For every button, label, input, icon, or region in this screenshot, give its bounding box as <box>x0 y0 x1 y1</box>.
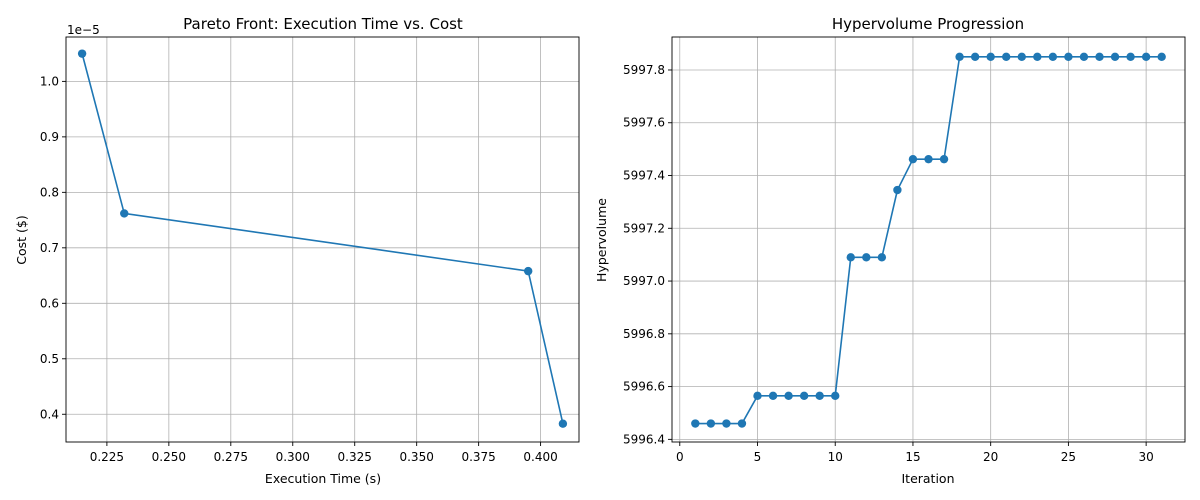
y-tick-label: 5996.4 <box>623 432 665 446</box>
x-axis-label: Iteration <box>901 471 954 486</box>
data-point <box>970 52 980 61</box>
y-axis-label: Hypervolume <box>594 198 609 282</box>
x-tick-label: 0.350 <box>399 450 433 464</box>
y-tick-label: 5996.6 <box>623 380 665 394</box>
plot-frame <box>65 36 580 443</box>
data-point <box>877 253 887 262</box>
y-tick-label: 5997.0 <box>623 274 665 288</box>
x-tick-label: 20 <box>983 450 998 464</box>
x-tick-label: 0.275 <box>214 450 248 464</box>
data-point <box>939 154 949 164</box>
y-axis-label: Cost ($) <box>14 215 29 264</box>
y-tick-label: 0.5 <box>40 352 59 366</box>
data-point <box>1110 52 1120 61</box>
series-line <box>81 53 564 424</box>
pareto-front-chart: Pareto Front: Execution Time vs. Cost 1e… <box>14 15 580 486</box>
y-tick-label: 5997.6 <box>623 116 665 130</box>
data-point <box>120 209 129 218</box>
data-point <box>768 391 778 401</box>
data-point <box>815 391 824 401</box>
data-point <box>1017 52 1026 61</box>
data-point <box>737 419 747 428</box>
x-tick-label: 0.400 <box>523 450 557 464</box>
y-tick-label: 5997.8 <box>623 63 665 77</box>
y-tick-label: 5997.2 <box>623 221 665 235</box>
data-point <box>986 52 995 61</box>
y-tick-label: 5997.4 <box>623 169 665 183</box>
data-point <box>1095 52 1104 61</box>
x-tick-label: 0.300 <box>276 450 310 464</box>
x-tick-label: 25 <box>1061 450 1076 464</box>
y-tick-label: 0.9 <box>40 130 59 144</box>
data-point <box>1141 52 1151 61</box>
data-point <box>908 154 918 164</box>
data-point <box>1064 52 1073 61</box>
x-axis-label: Execution Time (s) <box>265 471 381 486</box>
data-point <box>1079 52 1089 61</box>
data-point <box>1033 52 1042 61</box>
y-tick-label: 0.7 <box>40 241 59 255</box>
x-tick-label: 30 <box>1138 450 1153 464</box>
x-tick-label: 0.225 <box>90 450 124 464</box>
y-tick-label: 1.0 <box>40 74 59 88</box>
data-point <box>1157 52 1166 61</box>
data-point <box>846 253 855 262</box>
plot-frame <box>671 36 1186 443</box>
y-tick-label: 0.8 <box>40 185 59 199</box>
x-tick-label: 0.250 <box>152 450 186 464</box>
data-point <box>722 419 731 428</box>
data-point <box>523 266 533 276</box>
x-tick-label: 0 <box>676 450 684 464</box>
data-point <box>1126 52 1135 61</box>
data-point <box>862 253 871 262</box>
x-tick-label: 0.375 <box>461 450 495 464</box>
y-tick-label: 0.4 <box>40 407 59 421</box>
x-tick-label: 5 <box>754 450 762 464</box>
data-point <box>831 391 840 401</box>
data-point <box>924 154 933 164</box>
x-tick-label: 15 <box>905 450 920 464</box>
data-point <box>799 391 809 401</box>
y-offset-label: 1e−5 <box>67 23 100 37</box>
chart-title: Hypervolume Progression <box>832 15 1024 33</box>
y-tick-label: 0.6 <box>40 296 59 310</box>
data-point <box>893 185 902 195</box>
y-tick-label: 5996.8 <box>623 327 665 341</box>
hypervolume-chart: Hypervolume Progression 0 5 10 15 20 25 30 5996… <box>594 15 1186 486</box>
data-point <box>1002 52 1011 61</box>
x-tick-label: 10 <box>828 450 843 464</box>
series-line <box>695 55 1162 425</box>
data-point <box>753 391 762 401</box>
data-point <box>691 419 700 428</box>
data-point <box>558 419 568 428</box>
chart-title: Pareto Front: Execution Time vs. Cost <box>183 15 463 33</box>
data-point <box>1048 52 1058 61</box>
x-tick-label: 0.325 <box>338 450 372 464</box>
data-point <box>784 391 793 401</box>
data-point <box>77 49 87 58</box>
data-point <box>706 419 716 428</box>
data-point <box>955 52 964 61</box>
